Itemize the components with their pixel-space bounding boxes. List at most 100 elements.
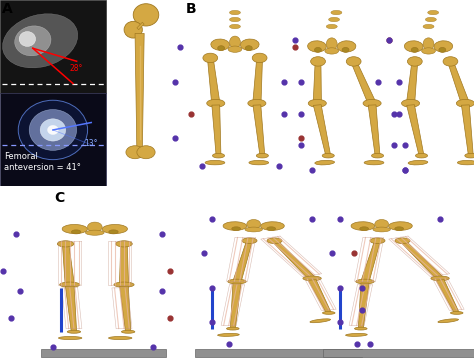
Text: 13°: 13° <box>84 139 98 148</box>
Ellipse shape <box>425 17 437 22</box>
Point <box>292 37 299 43</box>
Point <box>385 37 392 43</box>
Polygon shape <box>230 283 241 329</box>
Ellipse shape <box>331 10 342 15</box>
Point <box>353 341 360 347</box>
Ellipse shape <box>355 327 367 330</box>
Ellipse shape <box>218 46 225 51</box>
Ellipse shape <box>2 14 78 68</box>
Point <box>208 320 216 325</box>
Ellipse shape <box>315 161 335 165</box>
Polygon shape <box>351 61 376 104</box>
Ellipse shape <box>228 279 246 284</box>
Ellipse shape <box>346 333 367 336</box>
Ellipse shape <box>246 46 252 51</box>
Point <box>336 216 344 222</box>
Ellipse shape <box>109 230 118 234</box>
Point <box>292 44 299 50</box>
Point <box>328 250 336 256</box>
Text: C: C <box>55 191 65 205</box>
Point <box>49 345 57 351</box>
Point <box>401 167 409 173</box>
Point <box>308 216 316 222</box>
Ellipse shape <box>207 99 225 107</box>
FancyBboxPatch shape <box>323 349 474 357</box>
Point <box>158 288 165 294</box>
Polygon shape <box>63 244 74 285</box>
Ellipse shape <box>423 24 434 29</box>
Ellipse shape <box>109 336 132 340</box>
Ellipse shape <box>229 36 240 48</box>
Point <box>8 315 15 321</box>
Ellipse shape <box>370 238 385 244</box>
Point <box>171 135 179 141</box>
Point <box>275 163 283 169</box>
Ellipse shape <box>58 336 82 340</box>
Point <box>401 142 409 148</box>
Polygon shape <box>119 244 128 285</box>
Ellipse shape <box>114 282 134 287</box>
Point <box>358 307 366 313</box>
Ellipse shape <box>401 99 419 107</box>
Point <box>16 288 24 294</box>
Ellipse shape <box>326 38 337 50</box>
Polygon shape <box>253 105 265 156</box>
Ellipse shape <box>450 312 463 314</box>
Ellipse shape <box>102 225 128 234</box>
Ellipse shape <box>337 41 356 52</box>
Ellipse shape <box>240 39 259 50</box>
Ellipse shape <box>416 153 428 158</box>
Point <box>198 163 206 169</box>
Point <box>208 285 216 291</box>
Ellipse shape <box>395 227 403 230</box>
Ellipse shape <box>88 222 102 232</box>
Ellipse shape <box>245 227 263 232</box>
Point <box>374 79 382 85</box>
Point <box>281 79 288 85</box>
Ellipse shape <box>363 99 381 107</box>
Polygon shape <box>212 105 221 156</box>
Ellipse shape <box>322 312 335 314</box>
Point <box>390 111 398 117</box>
Ellipse shape <box>227 327 239 330</box>
Ellipse shape <box>389 222 412 230</box>
Polygon shape <box>358 283 369 329</box>
Point <box>297 111 305 117</box>
Polygon shape <box>65 286 77 332</box>
Ellipse shape <box>249 161 269 165</box>
Polygon shape <box>208 58 220 103</box>
Ellipse shape <box>229 24 240 29</box>
Polygon shape <box>253 58 263 103</box>
Ellipse shape <box>356 279 374 284</box>
Ellipse shape <box>218 333 239 336</box>
Polygon shape <box>313 62 321 103</box>
Point <box>281 111 288 117</box>
Point <box>308 167 316 173</box>
Polygon shape <box>119 286 131 332</box>
Point <box>436 216 444 222</box>
Ellipse shape <box>325 48 338 54</box>
Ellipse shape <box>126 146 144 159</box>
Point <box>297 142 305 148</box>
Ellipse shape <box>404 41 423 52</box>
Ellipse shape <box>411 47 418 52</box>
Point <box>225 341 232 347</box>
Ellipse shape <box>423 38 434 50</box>
Polygon shape <box>368 105 380 156</box>
Ellipse shape <box>346 57 361 66</box>
Polygon shape <box>407 105 424 156</box>
Ellipse shape <box>252 53 267 63</box>
Polygon shape <box>137 22 144 30</box>
Point <box>396 79 403 85</box>
Ellipse shape <box>256 153 268 158</box>
Ellipse shape <box>57 241 74 247</box>
Ellipse shape <box>232 227 240 230</box>
Ellipse shape <box>303 276 321 281</box>
Polygon shape <box>313 105 331 156</box>
Ellipse shape <box>85 230 104 235</box>
Ellipse shape <box>212 153 225 158</box>
Point <box>208 216 216 222</box>
Ellipse shape <box>40 119 66 141</box>
Ellipse shape <box>431 276 449 281</box>
Ellipse shape <box>72 230 81 234</box>
